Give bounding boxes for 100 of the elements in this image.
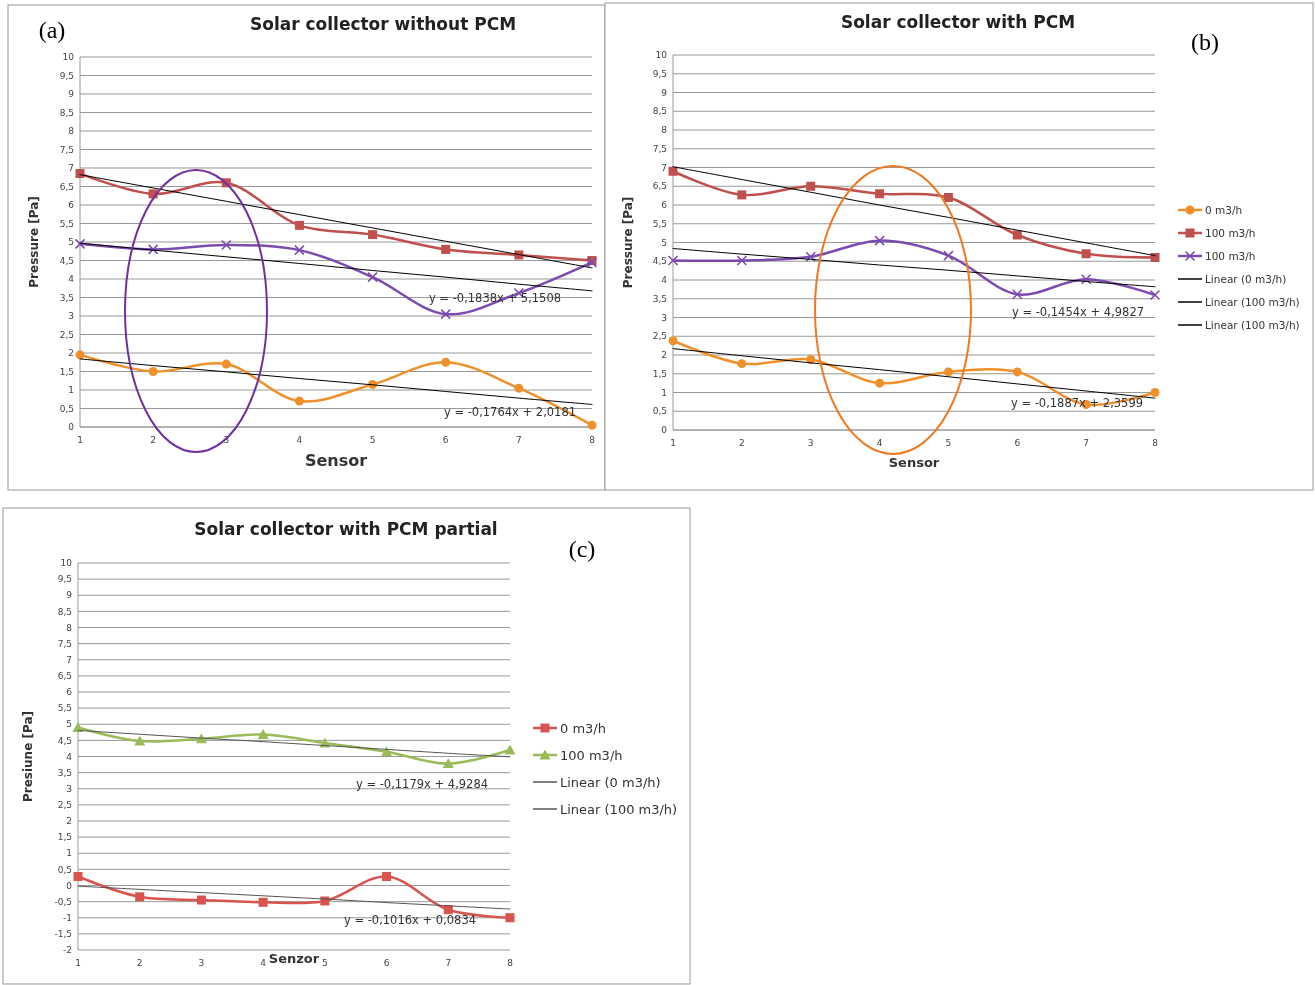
y-tick-label: 7,5	[57, 638, 72, 649]
x-tick-label: 1	[77, 435, 83, 445]
y-tick-label: 3	[68, 311, 74, 322]
point	[148, 367, 158, 376]
text: (b)	[1191, 29, 1219, 55]
point	[294, 396, 304, 406]
text: (a)	[38, 17, 66, 43]
chart-title: Solar collector with PCM partial	[194, 519, 498, 539]
point	[221, 239, 232, 251]
x-tick-label: 2	[136, 958, 143, 968]
legend-label: 100 m3/h	[1205, 249, 1256, 262]
point	[440, 308, 451, 320]
y-tick-label: 0	[661, 425, 668, 436]
y-tick-label: -2	[63, 945, 72, 956]
x-tick-label: 3	[198, 958, 205, 968]
point	[147, 244, 159, 255]
x-tick-label: 8	[589, 435, 596, 445]
y-tick-label: 9	[661, 87, 668, 98]
point	[1080, 274, 1092, 285]
y-tick-label: 2,5	[652, 331, 667, 342]
y-tick-label: 5,5	[652, 218, 667, 229]
y-tick-label: 5,5	[59, 218, 74, 229]
y-axis-title: Presiune [Pa]	[21, 710, 35, 803]
y-tick-label: 5	[68, 237, 74, 248]
x-axis-title: Sensor	[304, 451, 368, 470]
point	[382, 871, 392, 881]
y-tick-label: 9,5	[652, 68, 667, 79]
point	[1012, 230, 1022, 240]
point	[805, 251, 816, 262]
x-tick-label: 6	[383, 958, 390, 968]
point	[943, 193, 953, 202]
annotation: y = -0,1179x + 4,9284	[355, 777, 489, 792]
x-tick-label: 6	[1014, 438, 1021, 448]
y-tick-label: 4,5	[57, 735, 72, 746]
y-tick-label: 0,5	[57, 864, 72, 875]
point	[1012, 289, 1023, 300]
point	[135, 892, 145, 902]
y-axis-title: Pressure [Pa]	[27, 196, 41, 288]
point	[806, 181, 816, 191]
legend-label: Linear (100 m3/h)	[1205, 318, 1300, 331]
point	[587, 420, 597, 430]
x-axis-title: Sensor	[888, 455, 940, 470]
y-tick-label: 8,5	[59, 107, 74, 118]
y-tick-label: 7,5	[652, 143, 667, 154]
y-tick-label: 8	[66, 622, 73, 633]
point	[667, 255, 679, 266]
y-tick-label: -1,5	[54, 929, 72, 940]
y-tick-label: 8,5	[57, 606, 72, 617]
y-tick-label: 5,5	[57, 703, 72, 714]
point	[504, 744, 516, 755]
y-axis-title: Pressure [Pa]	[621, 196, 635, 289]
x-tick-label: 4	[296, 435, 303, 445]
y-tick-label: 0	[66, 880, 73, 891]
y-tick-label: 3	[66, 783, 72, 794]
y-tick-label: 9,5	[59, 70, 74, 81]
point	[737, 190, 747, 200]
x-axis-title: Senzor	[268, 951, 320, 966]
x-tick-label: 2	[150, 435, 157, 445]
legend-label: 100 m3/h	[1205, 226, 1256, 239]
y-tick-label: 4	[68, 274, 75, 285]
y-tick-label: -0,5	[54, 896, 72, 907]
y-tick-label: 9,5	[57, 574, 72, 585]
y-tick-label: 9	[66, 590, 73, 601]
y-tick-label: 1	[68, 385, 74, 396]
y-tick-label: 4,5	[652, 256, 667, 267]
legend-label: Linear (0 m3/h)	[560, 774, 661, 790]
point	[75, 350, 85, 360]
y-tick-label: 1,5	[59, 366, 74, 377]
point	[75, 169, 85, 179]
point	[668, 166, 678, 176]
point	[1012, 367, 1022, 377]
text: (c)	[568, 536, 596, 562]
y-tick-label: 2,5	[59, 329, 74, 340]
y-tick-label: 2	[68, 348, 74, 359]
x-tick-label: 3	[807, 438, 814, 448]
point	[668, 336, 678, 346]
y-tick-label: 2	[66, 816, 72, 827]
point	[1081, 249, 1091, 259]
point	[294, 244, 305, 256]
y-tick-label: 6	[68, 200, 75, 211]
point	[196, 895, 206, 905]
point	[505, 913, 515, 923]
y-tick-label: 9	[68, 89, 75, 100]
x-tick-label: 8	[1152, 438, 1159, 448]
y-tick-label: 10	[60, 558, 73, 569]
legend-label: Linear (100 m3/h)	[560, 801, 678, 817]
point	[368, 230, 378, 240]
line-series	[672, 248, 1156, 288]
annotation: y = -0,1016x + 0,0834	[343, 913, 477, 928]
point	[442, 758, 454, 769]
point	[1149, 289, 1161, 301]
y-tick-label: 6,5	[59, 181, 74, 192]
y-tick-label: 1,5	[57, 832, 72, 843]
point	[367, 271, 378, 283]
point	[874, 235, 885, 246]
x-tick-label: 2	[738, 438, 745, 448]
y-tick-label: 0,5	[652, 406, 667, 417]
point	[134, 735, 146, 746]
legend-label: Linear (100 m3/h)	[1205, 295, 1300, 308]
y-tick-label: 5	[66, 719, 72, 730]
